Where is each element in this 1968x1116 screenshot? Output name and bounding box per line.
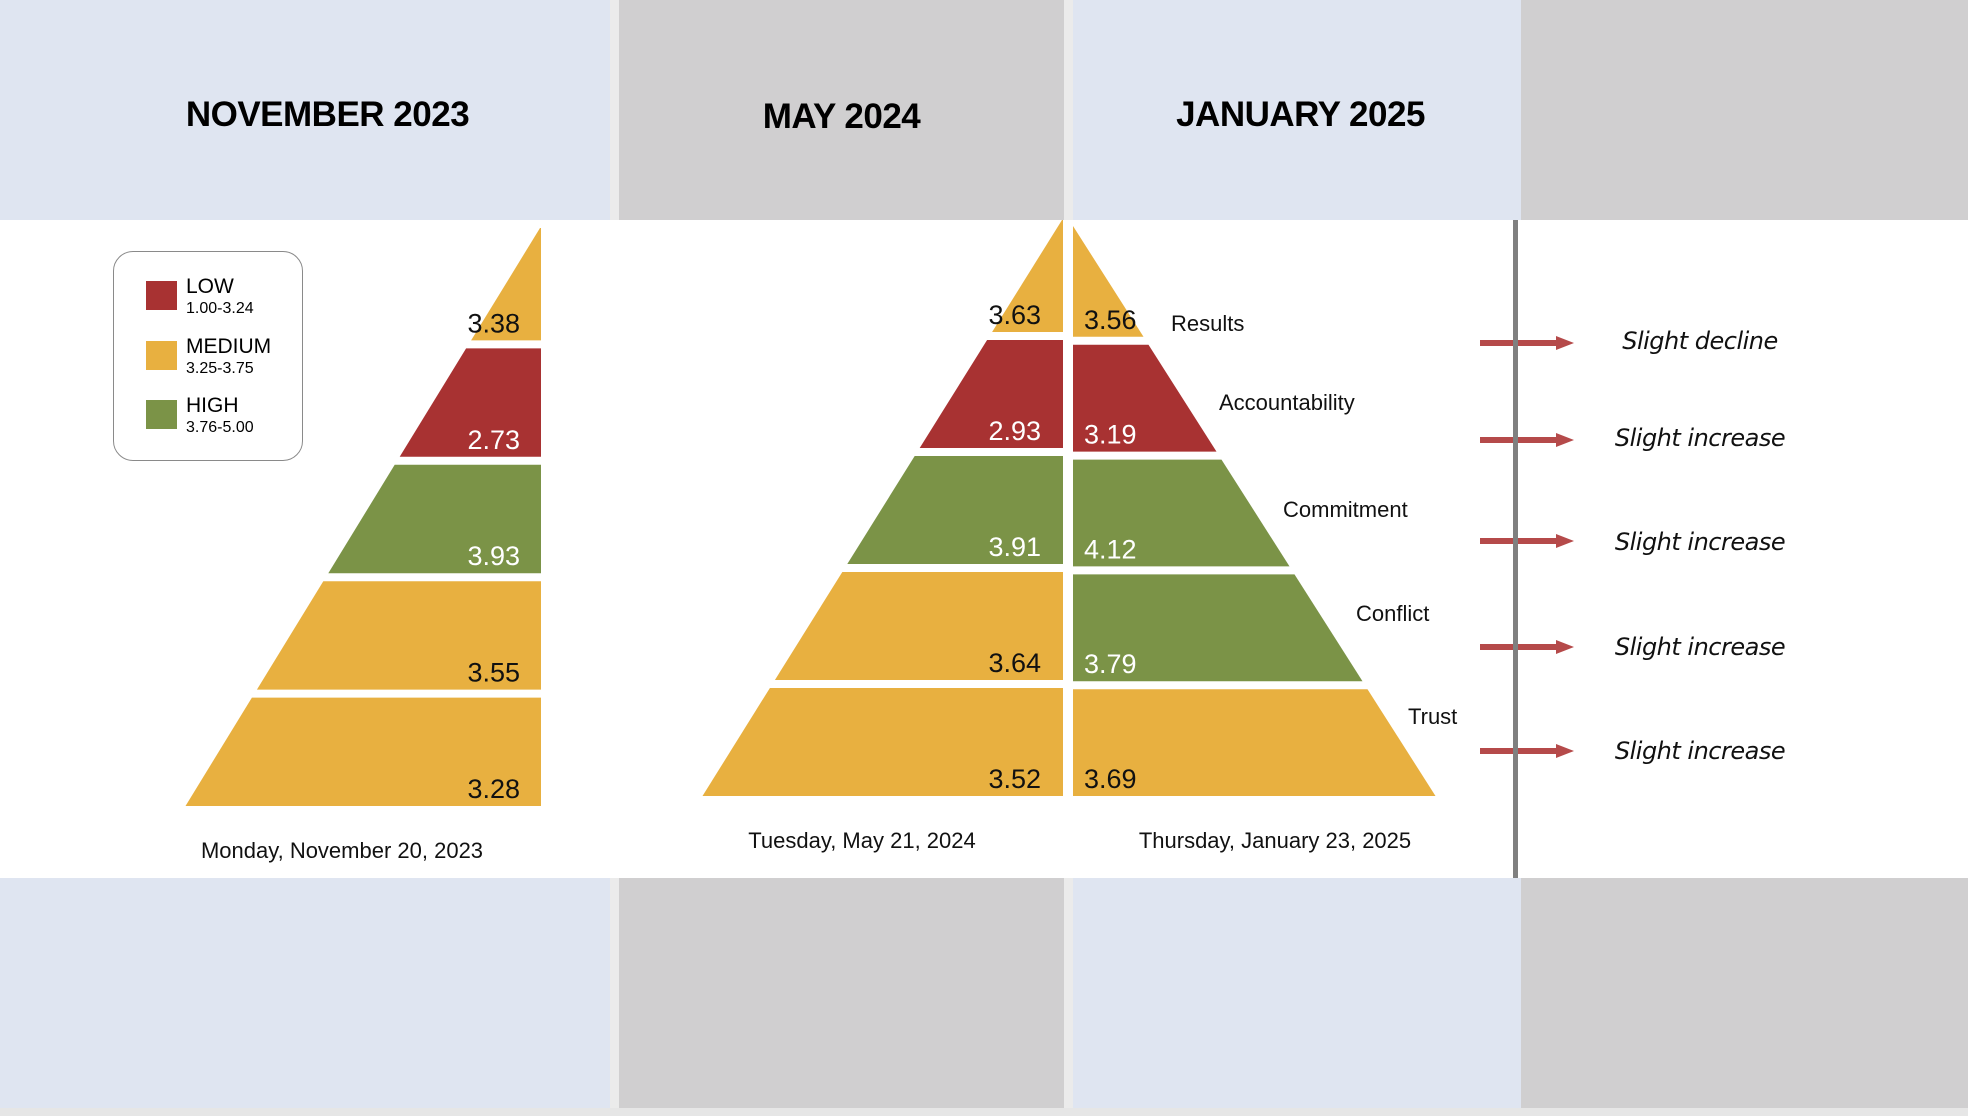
value-label-1-results: 3.63: [988, 300, 1041, 330]
value-label-0-trust: 3.28: [467, 774, 520, 804]
pyramid-tier-1-results: [992, 220, 1063, 332]
value-label-2-trust: 3.69: [1084, 764, 1137, 794]
level-label-results: Results: [1171, 311, 1244, 336]
trend-label-conflict: Slight increase: [1614, 633, 1786, 661]
trend-arrow-icon-conflict: [1556, 640, 1574, 654]
bottom-strip: [0, 1108, 1968, 1116]
trend-label-commitment: Slight increase: [1614, 528, 1786, 556]
value-label-1-trust: 3.52: [988, 764, 1041, 794]
date-label-1: Tuesday, May 21, 2024: [748, 828, 975, 853]
date-label-2: Thursday, January 23, 2025: [1139, 828, 1411, 853]
value-label-0-results: 3.38: [467, 308, 520, 338]
pyramid-tier-2-results: [1073, 226, 1144, 337]
level-label-trust: Trust: [1408, 704, 1457, 729]
trend-label-trust: Slight increase: [1614, 737, 1786, 765]
legend-label-medium: MEDIUM: [186, 335, 272, 358]
pyramid-tier-2-conflict: [1073, 574, 1363, 682]
trend-label-results: Slight decline: [1622, 327, 1778, 355]
trend-divider: [1513, 220, 1518, 878]
legend-range-medium: 3.25-3.75: [186, 360, 254, 377]
trend-arrow-icon-trust: [1556, 744, 1574, 758]
legend-range-high: 3.76-5.00: [186, 419, 254, 436]
legend-label-low: LOW: [186, 275, 234, 298]
header-may-2024: MAY 2024: [762, 97, 921, 136]
trend-arrow-icon-commitment: [1556, 534, 1574, 548]
value-label-0-accountability: 2.73: [467, 425, 520, 455]
trend-arrow-icon-results: [1556, 336, 1574, 350]
pyramid-tier-1-trust: [702, 688, 1063, 796]
legend-label-high: HIGH: [186, 394, 239, 417]
pyramid-tier-1-accountability: [919, 340, 1063, 448]
value-label-1-conflict: 3.64: [988, 648, 1041, 678]
value-label-1-accountability: 2.93: [988, 416, 1041, 446]
value-label-2-accountability: 3.19: [1084, 420, 1137, 450]
pyramid-tier-0-accountability: [399, 348, 541, 457]
pyramid-tier-0-trust: [185, 697, 541, 806]
pyramid-tier-1-commitment: [847, 456, 1063, 564]
header-nov-2023: NOVEMBER 2023: [185, 95, 470, 134]
legend-swatch-low: [146, 281, 177, 310]
pyramid-tier-0-results: [471, 228, 541, 341]
trend-arrow-icon-accountability: [1556, 433, 1574, 447]
header-jan-2025: JANUARY 2025: [1176, 95, 1425, 134]
pyramid-tier-0-conflict: [256, 581, 541, 690]
value-label-2-conflict: 3.79: [1084, 649, 1137, 679]
value-label-0-commitment: 3.93: [467, 541, 520, 571]
value-label-2-results: 3.56: [1084, 305, 1137, 335]
legend-swatch-high: [146, 400, 177, 429]
trend-label-accountability: Slight increase: [1614, 424, 1786, 452]
pyramid-tier-1-conflict: [774, 572, 1063, 680]
pyramid-tier-0-commitment: [328, 464, 541, 574]
value-label-2-commitment: 4.12: [1084, 534, 1137, 564]
date-label-0: Monday, November 20, 2023: [201, 838, 483, 863]
value-label-1-commitment: 3.91: [988, 532, 1041, 562]
legend-swatch-medium: [146, 341, 177, 370]
pyramid-tier-2-commitment: [1073, 459, 1290, 567]
level-label-commitment: Commitment: [1283, 497, 1408, 522]
pyramid-tier-2-accountability: [1073, 344, 1217, 452]
legend-range-low: 1.00-3.24: [186, 300, 254, 317]
level-label-conflict: Conflict: [1356, 601, 1429, 626]
value-label-0-conflict: 3.55: [467, 658, 520, 688]
pyramid-tier-2-trust: [1073, 689, 1436, 796]
legend: LOW 1.00-3.24 MEDIUM 3.25-3.75 HIGH 3.76…: [113, 251, 303, 461]
level-label-accountability: Accountability: [1219, 390, 1355, 415]
